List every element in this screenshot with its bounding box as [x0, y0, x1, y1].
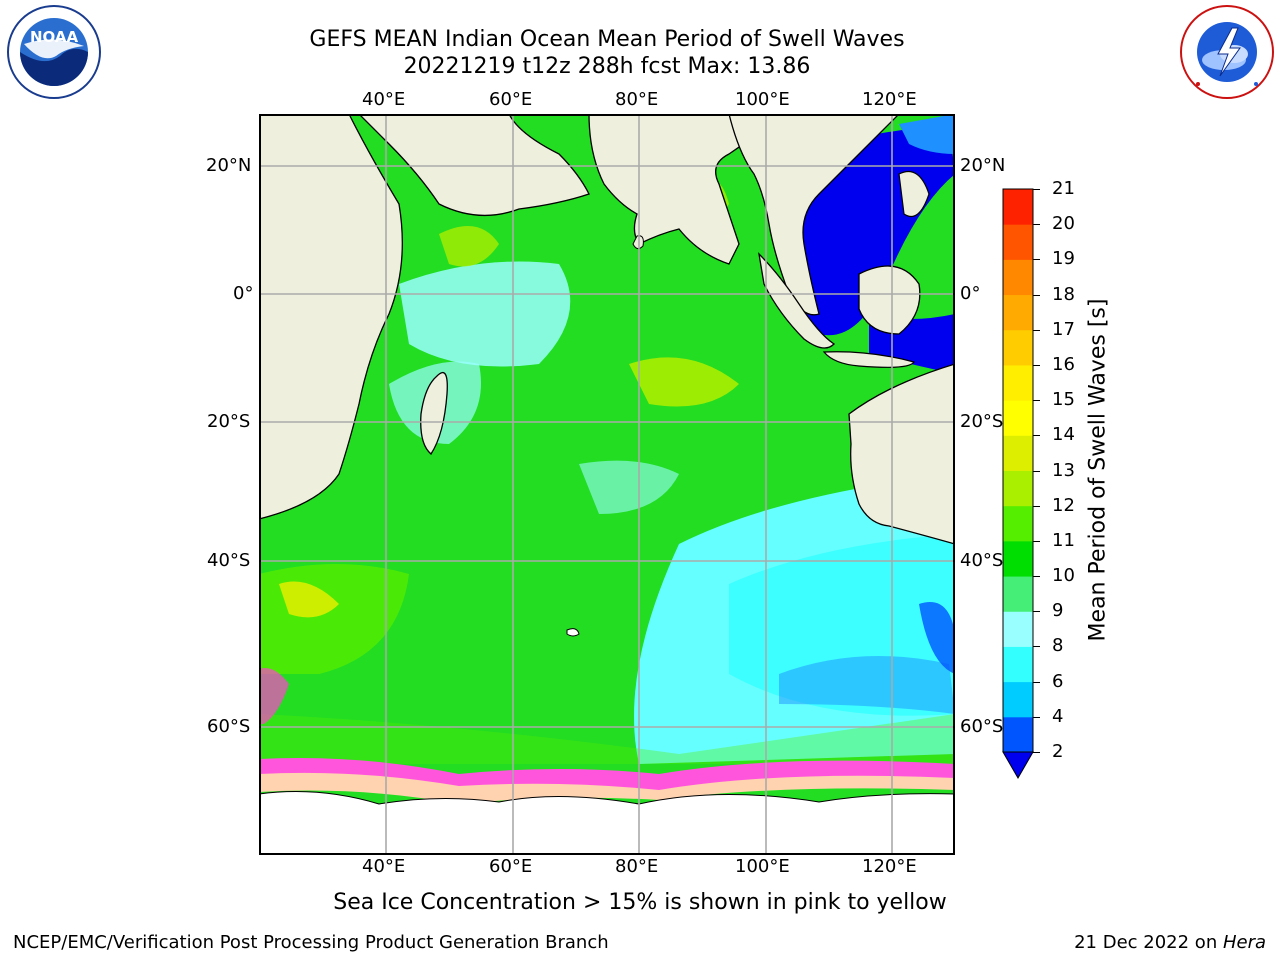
lat-label-left: 40°S: [207, 550, 251, 571]
sumatra-land: [758, 252, 836, 349]
colorbar-tick: [1033, 470, 1040, 472]
lat-label-right: 40°S: [960, 550, 1004, 571]
colorbar-tick-label: 13: [1052, 459, 1075, 481]
colorbar-tick-label: 11: [1052, 529, 1075, 551]
footer-credit: NCEP/EMC/Verification Post Processing Pr…: [13, 932, 609, 953]
chart-title: GEFS MEAN Indian Ocean Mean Period of Sw…: [309, 27, 905, 52]
colorbar-title: Mean Period of Swell Waves [s]: [1085, 298, 1111, 642]
map-frame: [259, 114, 955, 855]
chart-subtitle: 20221219 t12z 288h fcst Max: 13.86: [403, 54, 811, 79]
colorbar-tick-label: 6: [1052, 670, 1064, 692]
colorbar-segment: [1003, 189, 1033, 225]
colorbar-tick: [1033, 716, 1040, 718]
swell-period-map: [259, 114, 955, 855]
colorbar-tick: [1033, 611, 1040, 613]
lon-label-top: 60°E: [489, 89, 533, 110]
lat-label-left: 60°S: [207, 716, 251, 737]
colorbar-tick: [1033, 681, 1040, 683]
colorbar-tick-label: 4: [1052, 705, 1064, 727]
colorbar-tick: [1033, 646, 1040, 648]
colorbar-tick-label: 9: [1052, 600, 1064, 622]
footer-date: 21 Dec 2022 on Hera: [1074, 932, 1266, 953]
colorbar-segment: [1003, 611, 1033, 647]
colorbar-segment: [1003, 576, 1033, 612]
colorbar-tick-label: 8: [1052, 635, 1064, 657]
colorbar-tick-label: 18: [1052, 283, 1075, 305]
colorbar-tick: [1033, 224, 1040, 226]
colorbar-tick: [1033, 400, 1040, 402]
australia-land: [848, 363, 955, 545]
colorbar-tick: [1033, 259, 1040, 261]
colorbar-tick: [1033, 189, 1040, 190]
graticule: [259, 114, 955, 855]
colorbar-tick-label: 14: [1052, 424, 1075, 446]
lon-label-bottom: 80°E: [615, 856, 659, 877]
colorbar-tick: [1033, 540, 1040, 542]
footer-machine: Hera: [1222, 932, 1266, 953]
colorbar: [1002, 188, 1034, 780]
lon-label-top: 120°E: [862, 89, 917, 110]
lon-label-top: 40°E: [362, 89, 406, 110]
lon-label-bottom: 40°E: [362, 856, 406, 877]
lon-label-bottom: 60°E: [489, 856, 533, 877]
colorbar-segment: [1003, 646, 1033, 683]
colorbar-segment: [1003, 224, 1033, 260]
colorbar-tick-label: 10: [1052, 565, 1075, 587]
lat-label-left: 20°S: [207, 411, 251, 432]
india-land: [588, 114, 780, 265]
colorbar-segment: [1003, 259, 1033, 296]
national-weather-service-logo: [1178, 4, 1276, 100]
colorbar-tick-label: 19: [1052, 248, 1075, 270]
colorbar-segment: [1003, 435, 1033, 471]
lat-label-right: 60°S: [960, 716, 1004, 737]
colorbar-segment: [1003, 540, 1033, 577]
svg-text:NOAA: NOAA: [30, 28, 79, 46]
lat-label-right: 20°S: [960, 411, 1004, 432]
noaa-logo: NOAA: [6, 4, 102, 100]
arabia-land: [358, 114, 590, 217]
borneo-land: [858, 265, 921, 335]
lon-label-bottom: 120°E: [862, 856, 917, 877]
colorbar-tick: [1033, 364, 1040, 366]
lon-label-bottom: 100°E: [735, 856, 790, 877]
colorbar-segment: [1003, 329, 1033, 366]
colorbar-segment: [1003, 294, 1033, 331]
colorbar-tick-label: 16: [1052, 353, 1075, 375]
colorbar-tick: [1033, 435, 1040, 437]
antarctica-land: [259, 791, 955, 855]
colorbar-tick-label: 15: [1052, 389, 1075, 411]
colorbar-tick-label: 21: [1052, 178, 1075, 199]
colorbar-tick-label: 20: [1052, 213, 1075, 235]
central-light-region: [399, 261, 571, 367]
colorbar-segment: [1003, 716, 1033, 753]
colorbar-segment: [1003, 364, 1033, 401]
sea-ice-note: Sea Ice Concentration > 15% is shown in …: [333, 890, 947, 915]
colorbar-under-extension: [1002, 751, 1034, 780]
colorbar-tick-label: 17: [1052, 318, 1075, 340]
colorbar-segment: [1003, 681, 1033, 718]
lat-label-right: 0°: [960, 283, 981, 304]
colorbar-segment: [1003, 470, 1033, 507]
lon-label-top: 100°E: [735, 89, 790, 110]
footer-date-text: 21 Dec 2022 on: [1074, 932, 1223, 953]
lat-label-left: 20°N: [206, 155, 252, 176]
madagascar-land: [420, 371, 448, 455]
colorbar-tick: [1033, 576, 1040, 578]
lat-label-left: 0°: [233, 283, 254, 304]
colorbar-tick: [1033, 752, 1040, 753]
yellow-high-period-region: [629, 357, 739, 407]
colorbar-tick: [1033, 294, 1040, 296]
colorbar-tick-label: 2: [1052, 741, 1064, 762]
indochina-land: [728, 114, 900, 316]
colorbar-segment: [1003, 400, 1033, 436]
colorbar-segment: [1003, 505, 1033, 542]
lon-label-top: 80°E: [615, 89, 659, 110]
colorbar-tick: [1033, 329, 1040, 331]
lat-label-right: 20°N: [960, 155, 1006, 176]
colorbar-tick: [1033, 505, 1040, 507]
colorbar-tick-label: 12: [1052, 494, 1075, 516]
